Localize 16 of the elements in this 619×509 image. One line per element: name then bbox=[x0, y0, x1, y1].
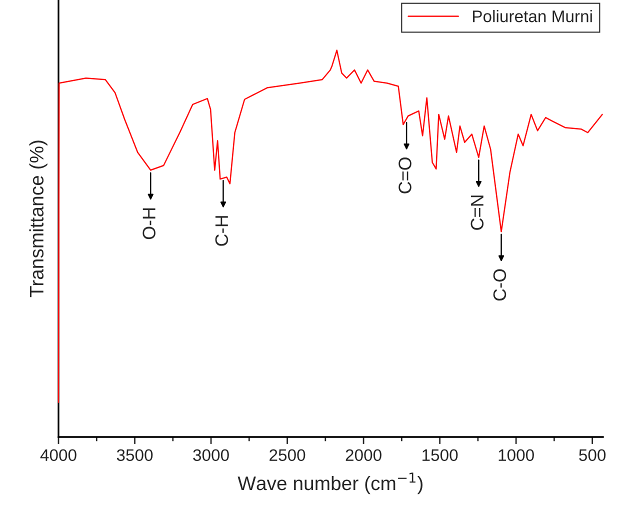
x-tick-label: 2000 bbox=[346, 449, 382, 462]
x-tick-label: 1000 bbox=[498, 449, 534, 462]
annotation: C-H bbox=[215, 216, 228, 246]
annotation: C-O bbox=[493, 269, 506, 301]
x-tick-label: 4000 bbox=[40, 449, 76, 462]
legend-label: Poliuretan Murni bbox=[473, 10, 592, 22]
x-tick-label: 500 bbox=[579, 449, 606, 462]
annotation: C=O bbox=[398, 157, 412, 194]
x-tick-label: 3500 bbox=[116, 449, 153, 462]
x-tick-label: 2500 bbox=[270, 449, 306, 462]
x-tick-label: 1500 bbox=[422, 449, 458, 462]
annotation: C=N bbox=[470, 196, 484, 230]
y-axis-title: Transmittance (%) bbox=[29, 140, 48, 298]
x-tick-label: 3000 bbox=[193, 449, 229, 462]
annotation: O-H bbox=[142, 208, 156, 240]
x-axis-title: Wave number (cm$^{−1}$) bbox=[238, 472, 422, 494]
